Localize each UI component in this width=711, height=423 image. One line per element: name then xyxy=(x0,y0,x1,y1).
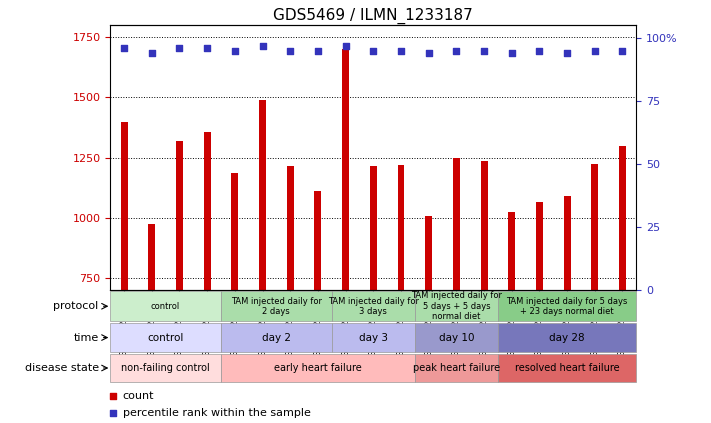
Bar xyxy=(332,291,415,321)
Bar xyxy=(425,217,432,423)
Point xyxy=(118,45,129,52)
Point xyxy=(534,47,545,54)
Bar xyxy=(176,141,183,423)
Text: peak heart failure: peak heart failure xyxy=(413,363,500,373)
Text: day 28: day 28 xyxy=(550,332,585,343)
Text: day 10: day 10 xyxy=(439,332,474,343)
Text: percentile rank within the sample: percentile rank within the sample xyxy=(123,409,311,418)
Text: day 2: day 2 xyxy=(262,332,291,343)
Bar xyxy=(453,158,460,423)
Bar xyxy=(110,323,221,352)
Bar xyxy=(498,354,636,382)
Text: TAM injected daily for
3 days: TAM injected daily for 3 days xyxy=(328,297,419,316)
Bar xyxy=(415,323,498,352)
Bar xyxy=(332,323,415,352)
Point xyxy=(451,47,462,54)
Bar xyxy=(121,121,127,423)
Bar xyxy=(370,166,377,423)
Bar xyxy=(203,132,210,423)
Point xyxy=(146,49,157,56)
Point xyxy=(340,42,351,49)
Bar xyxy=(149,224,155,423)
Text: time: time xyxy=(73,332,99,343)
Bar xyxy=(498,323,636,352)
Bar xyxy=(619,146,626,423)
Point xyxy=(589,47,601,54)
Title: GDS5469 / ILMN_1233187: GDS5469 / ILMN_1233187 xyxy=(274,8,473,24)
Point xyxy=(173,45,185,52)
Bar xyxy=(221,291,332,321)
Text: TAM injected daily for
2 days: TAM injected daily for 2 days xyxy=(231,297,322,316)
Bar xyxy=(481,161,488,423)
Text: control: control xyxy=(151,302,180,311)
Point xyxy=(257,42,268,49)
Bar xyxy=(415,354,498,382)
Bar xyxy=(259,100,266,423)
Point xyxy=(201,45,213,52)
Bar xyxy=(231,173,238,423)
Point xyxy=(229,47,240,54)
Point xyxy=(617,47,629,54)
Text: day 3: day 3 xyxy=(359,332,387,343)
Point xyxy=(479,47,490,54)
Bar xyxy=(110,354,221,382)
Bar xyxy=(415,291,498,321)
Point xyxy=(107,410,119,417)
Text: non-failing control: non-failing control xyxy=(121,363,210,373)
Bar xyxy=(314,191,321,423)
Bar xyxy=(287,166,294,423)
Point xyxy=(395,47,407,54)
Text: TAM injected daily for
5 days + 5 days
normal diet: TAM injected daily for 5 days + 5 days n… xyxy=(411,291,502,321)
Bar xyxy=(221,323,332,352)
Text: disease state: disease state xyxy=(24,363,99,373)
Bar xyxy=(110,291,221,321)
Text: protocol: protocol xyxy=(53,301,99,311)
Bar xyxy=(498,291,636,321)
Bar xyxy=(397,165,405,423)
Bar xyxy=(221,354,415,382)
Bar xyxy=(508,212,515,423)
Bar xyxy=(592,164,598,423)
Point xyxy=(506,49,518,56)
Text: TAM injected daily for 5 days
+ 23 days normal diet: TAM injected daily for 5 days + 23 days … xyxy=(506,297,628,316)
Bar xyxy=(536,202,543,423)
Bar xyxy=(342,49,349,423)
Point xyxy=(107,392,119,399)
Text: resolved heart failure: resolved heart failure xyxy=(515,363,619,373)
Point xyxy=(312,47,324,54)
Point xyxy=(368,47,379,54)
Text: control: control xyxy=(147,332,183,343)
Point xyxy=(284,47,296,54)
Text: count: count xyxy=(123,390,154,401)
Bar xyxy=(564,196,570,423)
Text: early heart failure: early heart failure xyxy=(274,363,362,373)
Point xyxy=(423,49,434,56)
Point xyxy=(562,49,573,56)
